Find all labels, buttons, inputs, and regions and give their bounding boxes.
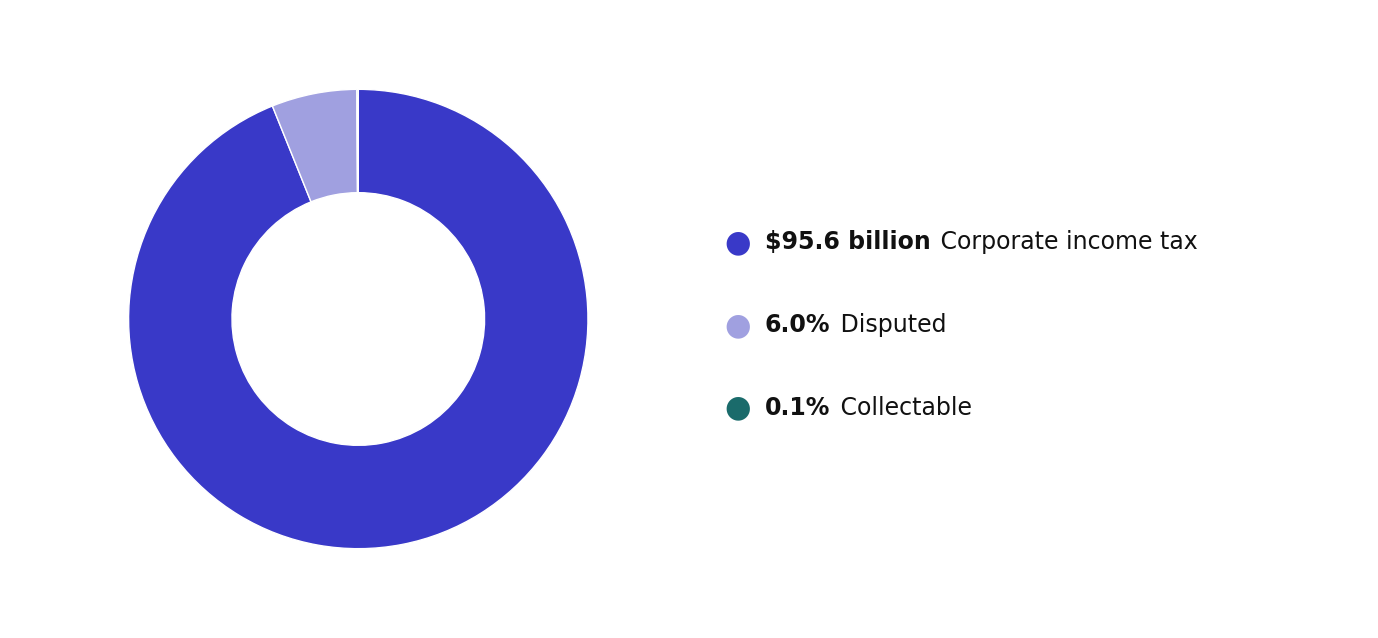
Wedge shape: [128, 89, 588, 549]
Text: ●: ●: [723, 311, 751, 340]
Text: ●: ●: [723, 228, 751, 257]
Wedge shape: [273, 89, 357, 202]
Wedge shape: [357, 89, 358, 193]
Text: Corporate income tax: Corporate income tax: [933, 230, 1197, 255]
Text: Disputed: Disputed: [834, 313, 947, 338]
Text: Collectable: Collectable: [832, 396, 971, 420]
Text: $95.6 billion: $95.6 billion: [765, 230, 930, 255]
Text: 0.1%: 0.1%: [765, 396, 830, 420]
Text: ●: ●: [723, 394, 751, 423]
Text: 6.0%: 6.0%: [765, 313, 831, 338]
